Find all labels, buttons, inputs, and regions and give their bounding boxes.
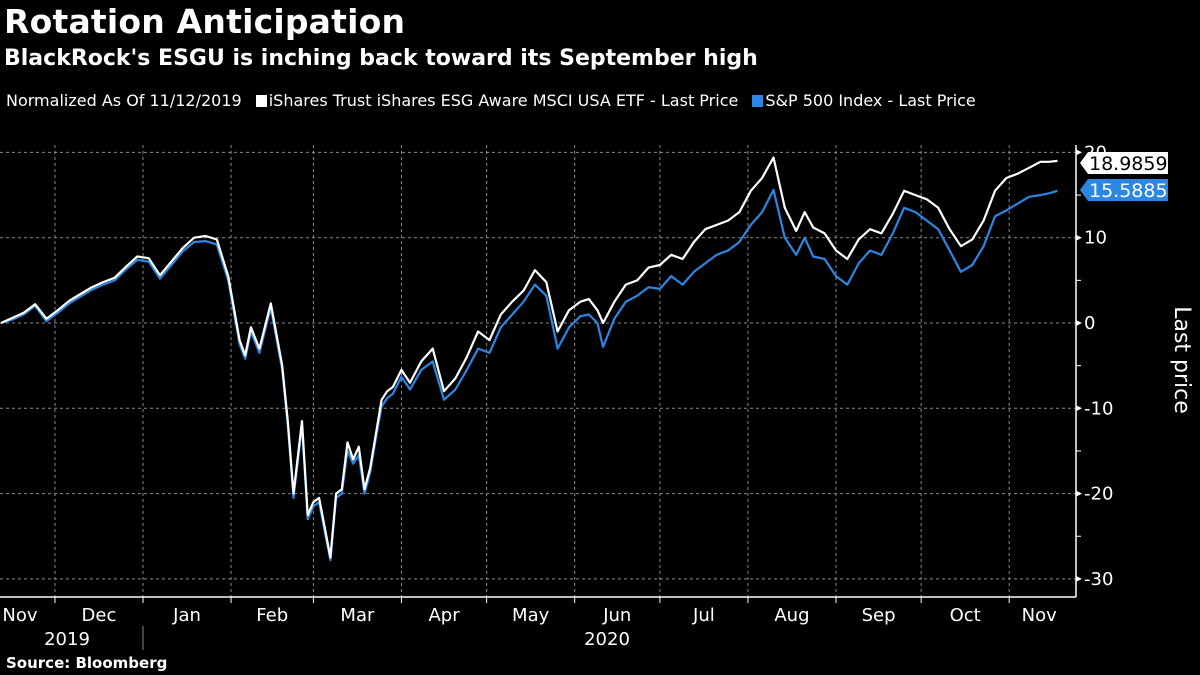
legend-note: Normalized As Of 11/12/2019: [6, 91, 242, 110]
badge-value: 15.5885: [1089, 180, 1168, 202]
x-year-label: 2019: [44, 629, 90, 650]
x-month-label: Jan: [172, 605, 201, 626]
y-tick-label: -10: [1084, 398, 1113, 419]
y-tick-label: -30: [1084, 569, 1113, 590]
chart-title: Rotation Anticipation: [4, 2, 406, 41]
y-tick-marker: [1076, 575, 1082, 582]
x-month-label: Feb: [256, 605, 288, 626]
x-month-label: Mar: [340, 605, 375, 626]
grid-lines: [0, 145, 1076, 597]
x-month-label: Aug: [774, 605, 809, 626]
x-month-label: May: [512, 605, 550, 626]
legend-label-spx: S&P 500 Index - Last Price: [765, 91, 976, 110]
badge-value: 18.9859: [1089, 153, 1168, 175]
badge-background: [1080, 152, 1168, 174]
y-tick-label: -20: [1084, 484, 1113, 505]
badge-background: [1080, 179, 1168, 201]
y-tick-label: 0: [1084, 313, 1095, 334]
x-month-label: Oct: [950, 605, 981, 626]
legend-label-esgu: iShares Trust iShares ESG Aware MSCI USA…: [268, 91, 739, 110]
last-value-badge-esgu: 18.9859: [1080, 152, 1168, 175]
legend-swatch-esgu: [255, 94, 267, 107]
legend-swatch-spx: [752, 94, 764, 107]
series-line-spx: [0, 188, 1058, 562]
source-note: Source: Bloomberg: [6, 654, 168, 672]
x-month-label: Dec: [82, 605, 117, 626]
axis-labels: 20100-10-20-30NovDecJanFebMarAprMayJunJu…: [2, 142, 1194, 650]
y-tick-marker: [1076, 490, 1082, 497]
x-month-label: Sep: [862, 605, 896, 626]
x-year-label: 2020: [584, 629, 630, 650]
legend-item-esgu: iShares Trust iShares ESG Aware MSCI USA…: [255, 91, 739, 110]
y-axis-title: Last price: [1169, 306, 1194, 414]
chart-subtitle: BlackRock's ESGU is inching back toward …: [4, 46, 758, 71]
x-month-label: Jul: [692, 605, 715, 626]
y-tick-marker: [1076, 149, 1082, 156]
series-layer: [0, 156, 1058, 562]
y-tick-marker: [1076, 405, 1082, 412]
legend-item-spx: S&P 500 Index - Last Price: [752, 91, 976, 110]
y-tick-marker: [1076, 234, 1082, 241]
x-month-label: Apr: [428, 605, 460, 626]
last-value-badge-spx: 15.5885: [1080, 179, 1168, 202]
x-month-label: Jun: [602, 605, 631, 626]
y-tick-marker: [1076, 320, 1082, 326]
series-line-esgu: [0, 156, 1058, 559]
legend: Normalized As Of 11/12/2019 iShares Trus…: [6, 91, 976, 110]
axes: [0, 145, 1082, 650]
x-month-label: Nov: [2, 605, 37, 626]
x-month-label: Nov: [1022, 605, 1057, 626]
y-tick-label: 10: [1084, 228, 1107, 249]
